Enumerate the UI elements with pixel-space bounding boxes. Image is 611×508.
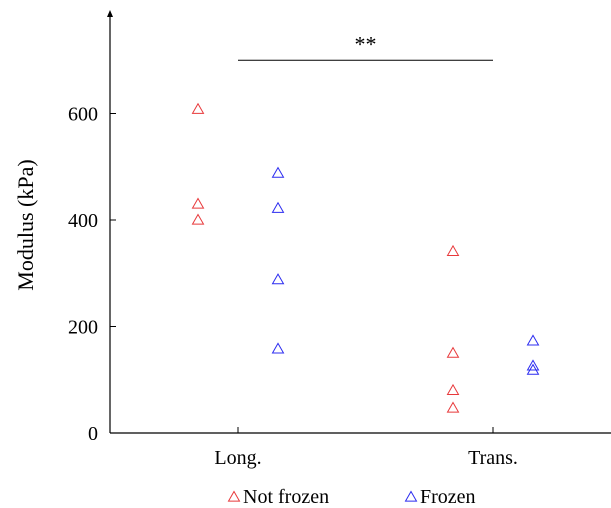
significance-label: ** [355, 31, 377, 56]
data-point [271, 201, 285, 213]
data-points [191, 102, 540, 413]
data-point [446, 244, 460, 257]
data-point [271, 273, 285, 285]
annotations: ** [238, 31, 493, 61]
y-axis-title: Modulus (kPa) [13, 159, 38, 290]
x-tick-label: Trans. [468, 447, 518, 469]
data-point [446, 346, 460, 358]
legend-label: Frozen [420, 486, 476, 508]
data-point [191, 197, 205, 209]
data-point [446, 383, 460, 396]
legend-marker [227, 490, 241, 502]
data-point [191, 213, 205, 225]
y-tick-label: 0 [88, 423, 98, 445]
legend-label: Not frozen [243, 486, 329, 508]
data-point [526, 359, 540, 371]
data-point [191, 102, 205, 114]
data-point [271, 342, 285, 354]
y-axis-arrowhead [107, 10, 113, 17]
data-point [446, 401, 460, 413]
legend: Not frozen Frozen [227, 486, 476, 508]
y-axis [107, 10, 113, 433]
data-point [271, 166, 285, 178]
y-tick-label: 600 [68, 104, 98, 126]
x-tick-label: Long. [214, 447, 261, 469]
y-ticks: 0 200 400 600 [68, 104, 116, 445]
y-tick-label: 200 [68, 317, 98, 339]
legend-marker [404, 490, 418, 502]
data-point [526, 363, 540, 375]
x-ticks: Long. Trans. [214, 427, 518, 469]
y-tick-label: 400 [68, 210, 98, 232]
data-point [526, 334, 540, 346]
